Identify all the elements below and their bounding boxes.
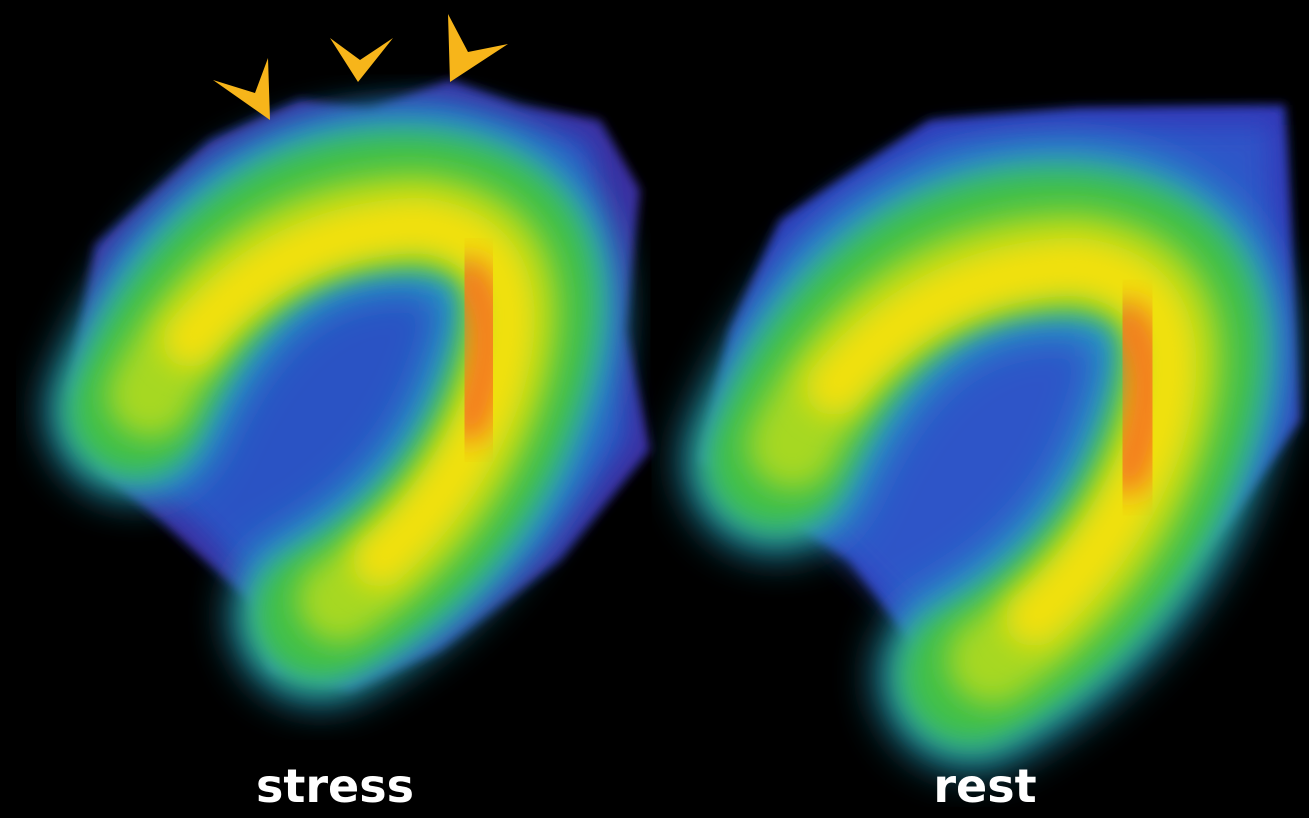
panel-label: rest [933, 759, 1036, 813]
image: stress rest [0, 0, 1309, 818]
panel-label: stress [256, 759, 414, 813]
